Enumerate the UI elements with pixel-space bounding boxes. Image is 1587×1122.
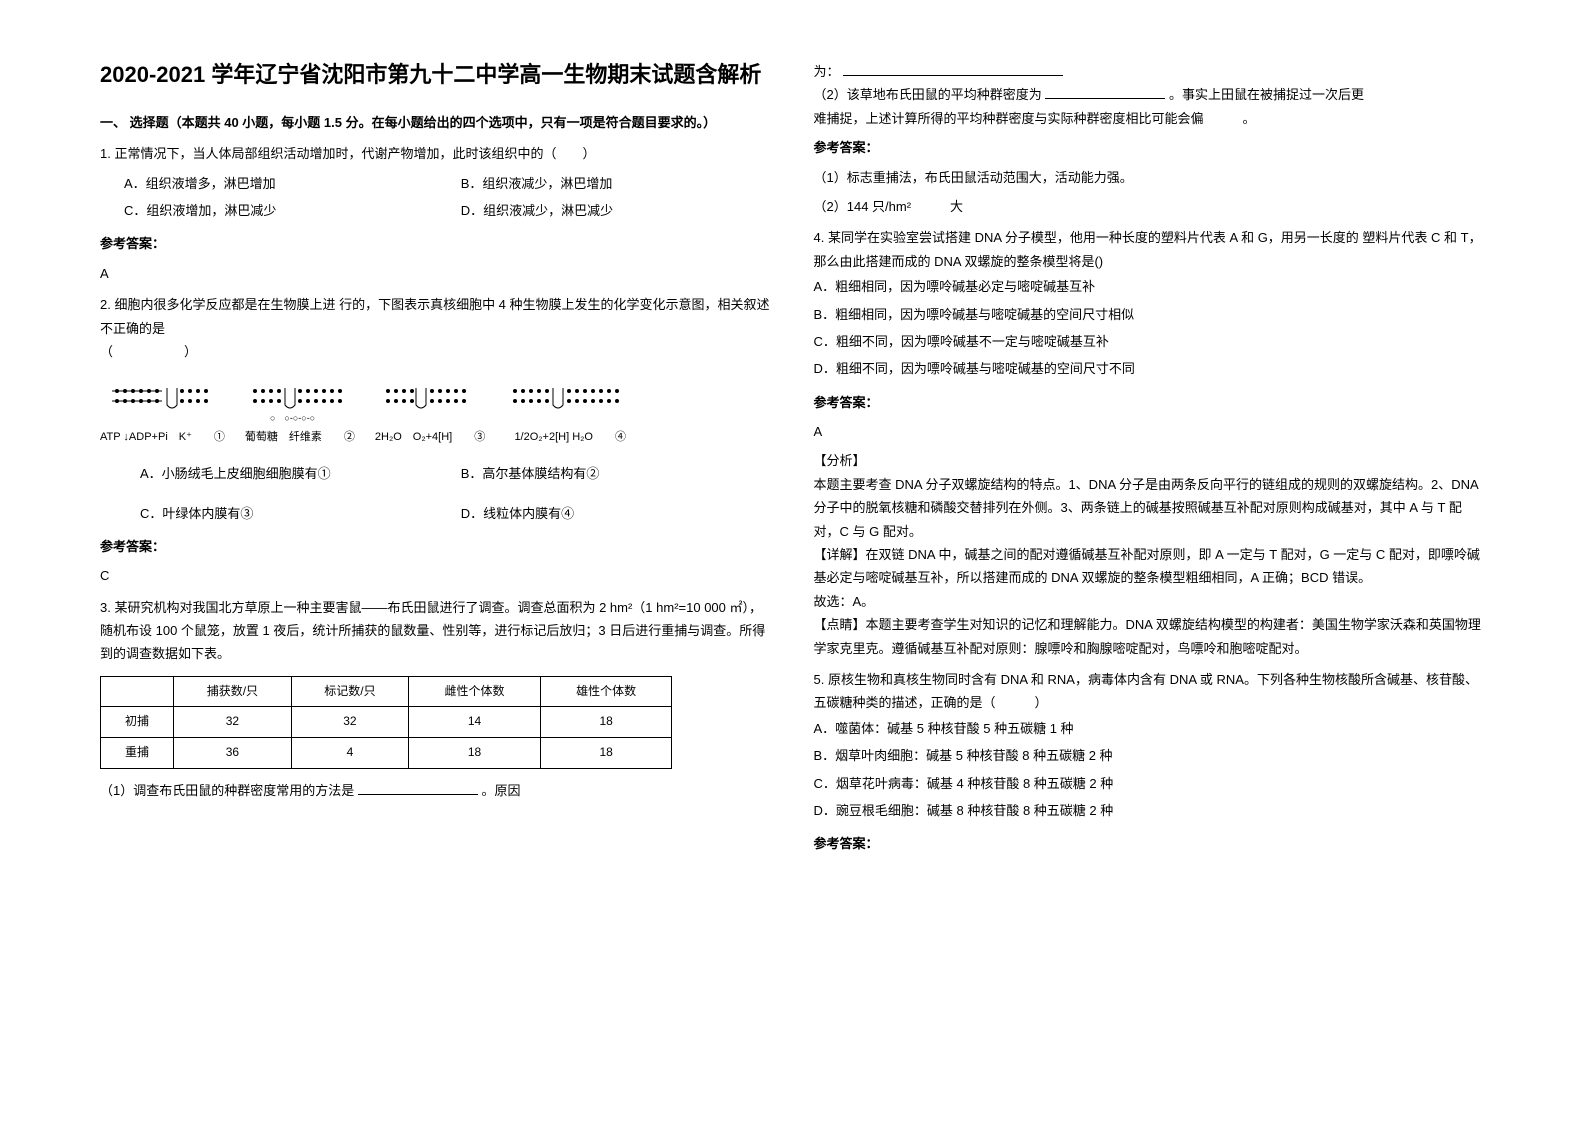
q3-sub1: （1）调查布氏田鼠的种群密度常用的方法是 。原因 (100, 779, 774, 802)
q3-sub1-cont: 为： (814, 60, 1488, 83)
d3-sub: 2H₂O O₂+4[H] ③ (375, 428, 485, 448)
analysis-4: 【分析】 本题主要考查 DNA 分子双螺旋结构的特点。1、DNA 分子是由两条反… (814, 449, 1488, 660)
d1-sub: ATP ↓ADP+Pi K⁺ ① (100, 428, 225, 448)
section-title: 一、 选择题（本题共 40 小题，每小题 1.5 分。在每小题给出的四个选项中，… (100, 111, 774, 134)
cell: 18 (409, 738, 541, 769)
analysis-label-2: 【详解】在双链 DNA 中，碱基之间的配对遵循碱基互补配对原则，即 A 一定与 … (814, 543, 1488, 590)
q2-paren: （ ） (100, 340, 774, 363)
answer-label-2: 参考答案： (100, 535, 774, 558)
q2-opt-d: D．线粒体内膜有④ (437, 500, 774, 527)
answer-2: C (100, 564, 774, 587)
detail-label: 【详解】 (814, 547, 866, 562)
d2-sub: 葡萄糖 纤维素 ② (245, 428, 355, 448)
a3-line1: （1）标志重捕法，布氏田鼠活动范围大，活动能力强。 (814, 166, 1488, 189)
q4-opt-c: C．粗细不同，因为嘌呤碱基不一定与嘧啶碱基互补 (814, 328, 1488, 355)
analysis-text-1: 本题主要考查 DNA 分子双螺旋结构的特点。1、DNA 分子是由两条反向平行的链… (814, 473, 1488, 543)
point-label: 【点睛】 (814, 617, 866, 632)
q2-options: A．小肠绒毛上皮细胞细胞膜有① B．高尔基体膜结构有② (100, 460, 774, 487)
q3-table: 捕获数/只 标记数/只 雌性个体数 雄性个体数 初捕 32 32 14 18 重… (100, 676, 672, 769)
q3-sub2a: （2）该草地布氏田鼠的平均种群密度为 (814, 87, 1042, 102)
table-header-row: 捕获数/只 标记数/只 雌性个体数 雄性个体数 (101, 676, 672, 707)
answer-label-1: 参考答案： (100, 232, 774, 255)
q4-opt-b: B．粗细相同，因为嘌呤碱基与嘧啶碱基的空间尺寸相似 (814, 301, 1488, 328)
analysis-label-1: 【分析】 (814, 449, 1488, 472)
q2-opt-c: C．叶绿体内膜有③ (100, 500, 437, 527)
q5-opt-d: D．豌豆根毛细胞：碱基 8 种核苷酸 8 种五碳糖 2 种 (814, 797, 1488, 824)
q2-options-row2: C．叶绿体内膜有③ D．线粒体内膜有④ (100, 500, 774, 527)
q1-opt-c: C．组织液增加，淋巴减少 (100, 197, 437, 224)
q3-sub1b: 。原因 (481, 783, 520, 798)
q4-opt-d: D．粗细不同，因为嘌呤碱基与嘧啶碱基的空间尺寸不同 (814, 355, 1488, 382)
q5-stem: 5. 原核生物和真核生物同时含有 DNA 和 RNA，病毒体内含有 DNA 或 … (814, 668, 1488, 715)
point-text: 本题主要考查学生对知识的记忆和理解能力。DNA 双螺旋结构模型的构建者：美国生物… (814, 617, 1481, 655)
table-row: 重捕 36 4 18 18 (101, 738, 672, 769)
right-column: 为： （2）该草地布氏田鼠的平均种群密度为 。事实上田鼠在被捕捉过一次后更 难捕… (794, 60, 1508, 1062)
cell: 32 (291, 707, 409, 738)
th-catch: 捕获数/只 (174, 676, 292, 707)
d4-sub: 1/2O₂+2[H] H₂O ④ (505, 428, 635, 448)
q3-sub2: （2）该草地布氏田鼠的平均种群密度为 。事实上田鼠在被捕捉过一次后更 (814, 83, 1488, 106)
membrane-icon-2: ○ ○-○-○-○ (245, 383, 355, 428)
blank-reason (843, 62, 1063, 76)
svg-text:○ ○-○-○-○: ○ ○-○-○-○ (270, 413, 315, 423)
q1-opt-d: D．组织液减少，淋巴减少 (437, 197, 774, 224)
left-column: 2020-2021 学年辽宁省沈阳市第九十二中学高一生物期末试题含解析 一、 选… (80, 60, 794, 1062)
q2-stem: 2. 细胞内很多化学反应都是在生物膜上进 行的，下图表示真核细胞中 4 种生物膜… (100, 293, 774, 340)
answer-4: A (814, 420, 1488, 443)
diagram-1: ATP ↓ADP+Pi K⁺ ① (100, 383, 225, 448)
analysis-text-3: 故选：A。 (814, 590, 1488, 613)
q3-sub1c: 为： (814, 64, 840, 79)
q1-stem: 1. 正常情况下，当人体局部组织活动增加时，代谢产物增加，此时该组织中的（ ） (100, 142, 774, 165)
q5-opt-b: B．烟草叶肉细胞：碱基 5 种核苷酸 8 种五碳糖 2 种 (814, 742, 1488, 769)
question-4: 4. 某同学在实验室尝试搭建 DNA 分子模型，他用一种长度的塑料片代表 A 和… (814, 226, 1488, 382)
q3-sub2b: 。事实上田鼠在被捕捉过一次后更 (1169, 87, 1364, 102)
q1-opt-a: A．组织液增多，淋巴增加 (100, 170, 437, 197)
cell: 36 (174, 738, 292, 769)
diagram-4: 1/2O₂+2[H] H₂O ④ (505, 383, 635, 448)
q5-opt-c: C．烟草花叶病毒：碱基 4 种核苷酸 8 种五碳糖 2 种 (814, 770, 1488, 797)
q2-opt-a: A．小肠绒毛上皮细胞细胞膜有① (100, 460, 437, 487)
answer-1: A (100, 262, 774, 285)
th-male: 雄性个体数 (540, 676, 672, 707)
answer-label-3: 参考答案： (814, 136, 1488, 159)
q3-sub1a: （1）调查布氏田鼠的种群密度常用的方法是 (100, 783, 354, 798)
detail-text: 在双链 DNA 中，碱基之间的配对遵循碱基互补配对原则，即 A 一定与 T 配对… (814, 547, 1480, 585)
cell: 重捕 (101, 738, 174, 769)
th-female: 雌性个体数 (409, 676, 541, 707)
q5-opt-a: A．噬菌体：碱基 5 种核苷酸 5 种五碳糖 1 种 (814, 715, 1488, 742)
question-1: 1. 正常情况下，当人体局部组织活动增加时，代谢产物增加，此时该组织中的（ ） … (100, 142, 774, 224)
question-3: 3. 某研究机构对我国北方草原上一种主要害鼠——布氏田鼠进行了调查。调查总面积为… (100, 596, 774, 802)
question-2: 2. 细胞内很多化学反应都是在生物膜上进 行的，下图表示真核细胞中 4 种生物膜… (100, 293, 774, 527)
membrane-icon-4 (505, 383, 635, 428)
question-5: 5. 原核生物和真核生物同时含有 DNA 和 RNA，病毒体内含有 DNA 或 … (814, 668, 1488, 824)
q3-sub2c: 难捕捉，上述计算所得的平均种群密度与实际种群密度相比可能会偏 。 (814, 107, 1488, 130)
th-blank (101, 676, 174, 707)
answer-label-5: 参考答案： (814, 832, 1488, 855)
q3-stem: 3. 某研究机构对我国北方草原上一种主要害鼠——布氏田鼠进行了调查。调查总面积为… (100, 596, 774, 666)
answer-label-4: 参考答案： (814, 391, 1488, 414)
q4-stem: 4. 某同学在实验室尝试搭建 DNA 分子模型，他用一种长度的塑料片代表 A 和… (814, 226, 1488, 273)
blank-density (1045, 85, 1165, 99)
cell: 4 (291, 738, 409, 769)
q1-opt-b: B．组织液减少，淋巴增加 (437, 170, 774, 197)
q4-opt-a: A．粗细相同，因为嘌呤碱基必定与嘧啶碱基互补 (814, 273, 1488, 300)
document-title: 2020-2021 学年辽宁省沈阳市第九十二中学高一生物期末试题含解析 (100, 60, 774, 91)
cell: 18 (540, 738, 672, 769)
blank-method (358, 781, 478, 795)
diagram-2: ○ ○-○-○-○ 葡萄糖 纤维素 ② (245, 383, 355, 448)
diagram-3: 2H₂O O₂+4[H] ③ (375, 383, 485, 448)
q2-opt-b: B．高尔基体膜结构有② (437, 460, 774, 487)
cell: 14 (409, 707, 541, 738)
cell: 初捕 (101, 707, 174, 738)
cell: 32 (174, 707, 292, 738)
a3-line2: （2）144 只/hm² 大 (814, 195, 1488, 218)
q1-options: A．组织液增多，淋巴增加 B．组织液减少，淋巴增加 C．组织液增加，淋巴减少 D… (100, 170, 774, 225)
analysis-label-3: 【点睛】本题主要考查学生对知识的记忆和理解能力。DNA 双螺旋结构模型的构建者：… (814, 613, 1488, 660)
membrane-icon-1 (107, 383, 217, 428)
diagram-row: ATP ↓ADP+Pi K⁺ ① ○ ○-○-○-○ 葡萄糖 纤维素 ② (100, 383, 774, 448)
membrane-icon-3 (380, 383, 480, 428)
cell: 18 (540, 707, 672, 738)
th-mark: 标记数/只 (291, 676, 409, 707)
table-row: 初捕 32 32 14 18 (101, 707, 672, 738)
